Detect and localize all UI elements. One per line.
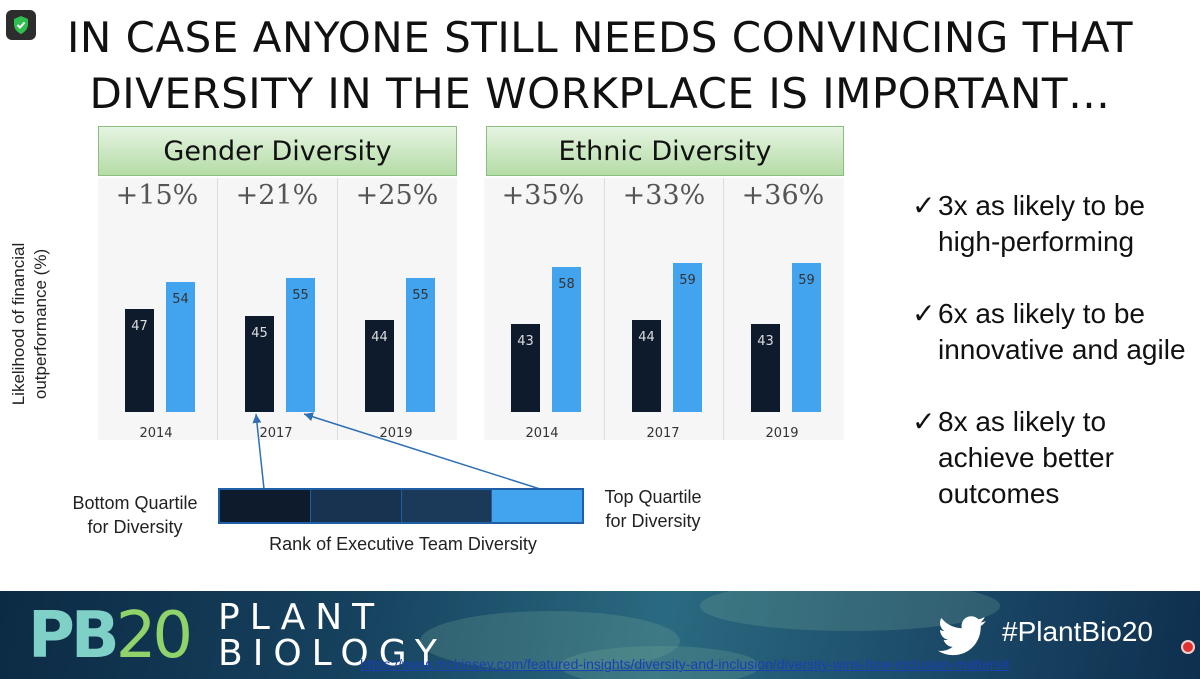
increase-label: +35% bbox=[501, 180, 585, 211]
column-divider bbox=[337, 178, 338, 440]
shield-check-icon[interactable] bbox=[6, 10, 36, 40]
twitter-bird-icon bbox=[938, 616, 988, 663]
quartile-segment-1 bbox=[220, 490, 311, 522]
recording-dot-icon bbox=[1181, 640, 1195, 654]
column-divider bbox=[723, 178, 724, 440]
increase-label: +15% bbox=[115, 180, 199, 211]
bar-top-quartile: 59 bbox=[673, 262, 702, 412]
year-tick-label: 2014 bbox=[139, 426, 173, 441]
hashtag: #PlantBio20 bbox=[1002, 616, 1154, 647]
increase-label: +25% bbox=[355, 180, 439, 211]
slide-title-line-1: IN CASE ANYONE STILL NEEDS CONVINCING TH… bbox=[66, 13, 1134, 62]
column-divider bbox=[217, 178, 218, 440]
ethnic-chart-area bbox=[484, 178, 844, 440]
bar-top-quartile: 58 bbox=[552, 266, 581, 412]
year-tick-label: 2014 bbox=[525, 426, 559, 441]
bar-bottom-quartile: 43 bbox=[751, 324, 780, 412]
biology-word: BIOLOGY bbox=[218, 633, 447, 674]
bar-value-label: 45 bbox=[251, 326, 268, 342]
source-link[interactable]: https://www.mckinsey.com/featured-insigh… bbox=[360, 656, 1010, 672]
bullet-text: 8x as likely to achieve better outcomes bbox=[938, 406, 1114, 509]
checkmark-icon: ✓ bbox=[912, 406, 936, 437]
year-tick-label: 2017 bbox=[259, 426, 293, 441]
checkmark-icon: ✓ bbox=[912, 298, 936, 329]
bar-value-label: 44 bbox=[638, 330, 655, 346]
bar-value-label: 43 bbox=[757, 334, 774, 350]
quartile-segment-3 bbox=[401, 490, 493, 522]
increase-label: +33% bbox=[622, 180, 706, 211]
bullet-text: 3x as likely to be high-performing bbox=[938, 190, 1145, 257]
increase-label: +36% bbox=[741, 180, 825, 211]
logo-20: 20 bbox=[115, 599, 193, 673]
bar-value-label: 55 bbox=[292, 288, 309, 304]
plant-word: PLANT bbox=[218, 597, 385, 638]
ethnic-diversity-title: Ethnic Diversity bbox=[558, 135, 772, 167]
bar-value-label: 44 bbox=[371, 330, 388, 346]
checkmark-icon: ✓ bbox=[912, 190, 936, 221]
year-tick-label: 2019 bbox=[379, 426, 413, 441]
logo-pb: PB bbox=[28, 599, 120, 673]
bar-bottom-quartile: 44 bbox=[365, 320, 394, 412]
year-tick-label: 2019 bbox=[765, 426, 799, 441]
bar-value-label: 43 bbox=[517, 334, 534, 350]
bar-value-label: 47 bbox=[131, 318, 148, 334]
quartile-segment-4 bbox=[492, 490, 582, 522]
bar-top-quartile: 59 bbox=[792, 262, 821, 412]
bar-bottom-quartile: 44 bbox=[632, 320, 661, 412]
bar-top-quartile: 55 bbox=[406, 278, 435, 412]
conference-banner bbox=[0, 591, 1200, 679]
increase-label: +21% bbox=[235, 180, 319, 211]
slide-title-line-2: DIVERSITY IN THE WORKPLACE IS IMPORTANT… bbox=[89, 69, 1111, 118]
column-divider bbox=[604, 178, 605, 440]
gender-diversity-title: Gender Diversity bbox=[163, 135, 392, 167]
year-tick-label: 2017 bbox=[646, 426, 680, 441]
bar-value-label: 54 bbox=[172, 292, 189, 308]
bar-bottom-quartile: 45 bbox=[245, 316, 274, 412]
bar-bottom-quartile: 47 bbox=[125, 308, 154, 412]
bar-bottom-quartile: 43 bbox=[511, 324, 540, 412]
legend-axis-label: Rank of Executive Team Diversity bbox=[269, 534, 537, 554]
bar-value-label: 55 bbox=[412, 288, 429, 304]
gender-chart-area bbox=[98, 178, 457, 440]
legend-bottom-quartile: Bottom Quartile for Diversity bbox=[72, 493, 198, 537]
ethnic-diversity-header: Ethnic Diversity bbox=[486, 126, 844, 176]
bar-value-label: 58 bbox=[558, 276, 575, 292]
quartile-segment-2 bbox=[310, 490, 402, 522]
gender-diversity-header: Gender Diversity bbox=[98, 126, 457, 176]
legend-top-quartile: Top Quartile for Diversity bbox=[604, 487, 702, 531]
bar-value-label: 59 bbox=[798, 272, 815, 288]
bar-top-quartile: 55 bbox=[286, 278, 315, 412]
diversity-rank-gradient bbox=[218, 488, 584, 524]
bar-value-label: 59 bbox=[679, 272, 696, 288]
bar-top-quartile: 54 bbox=[166, 282, 195, 412]
bullet-text: 6x as likely to be innovative and agile bbox=[938, 298, 1186, 365]
pb20-logo: PB20 bbox=[28, 599, 193, 673]
